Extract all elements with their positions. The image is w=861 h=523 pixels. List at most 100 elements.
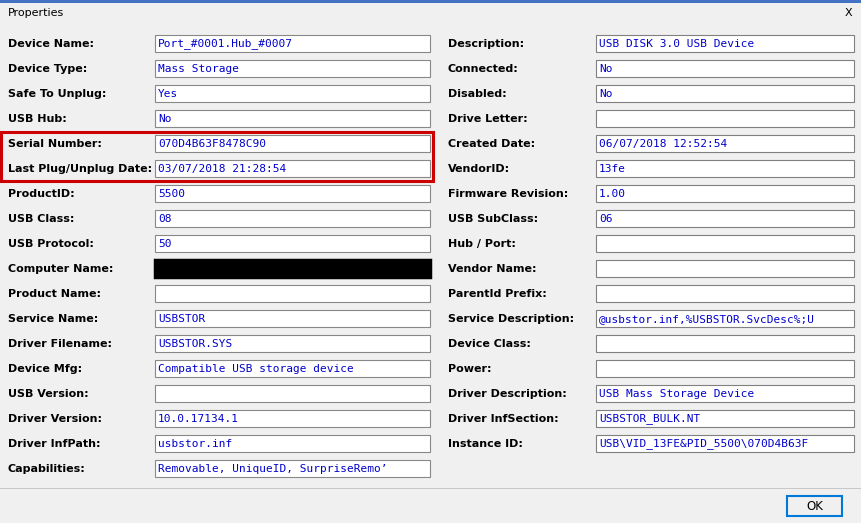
Bar (0, 488, 861, 489)
Bar (155, 360, 430, 377)
Bar (0, 3, 861, 22)
Text: Disabled:: Disabled: (448, 89, 506, 99)
Text: Last Plug/Unplug Date:: Last Plug/Unplug Date: (8, 164, 152, 174)
Text: 03/07/2018 21:28:54: 03/07/2018 21:28:54 (158, 164, 286, 174)
Text: Driver InfSection:: Driver InfSection: (448, 414, 558, 424)
Text: 070D4B63F8478C90: 070D4B63F8478C90 (158, 139, 266, 149)
Bar (155, 110, 430, 127)
Bar (786, 496, 841, 516)
Bar (155, 60, 430, 77)
Text: USBSTOR: USBSTOR (158, 314, 205, 324)
Text: Drive Letter:: Drive Letter: (448, 114, 527, 124)
Text: USBSTOR.SYS: USBSTOR.SYS (158, 339, 232, 349)
Bar (1, 132, 432, 181)
Text: Service Name:: Service Name: (8, 314, 98, 324)
Text: 08: 08 (158, 214, 171, 224)
Bar (595, 60, 853, 77)
Text: USB Hub:: USB Hub: (8, 114, 66, 124)
Bar (155, 135, 430, 152)
Text: USB Protocol:: USB Protocol: (8, 239, 94, 249)
Text: 5500: 5500 (158, 189, 185, 199)
Bar (595, 35, 853, 52)
Text: Firmware Revision:: Firmware Revision: (448, 189, 567, 199)
Text: Device Mfg:: Device Mfg: (8, 364, 82, 374)
Text: USB Class:: USB Class: (8, 214, 74, 224)
Text: Port_#0001.Hub_#0007: Port_#0001.Hub_#0007 (158, 39, 293, 50)
Text: Instance ID:: Instance ID: (448, 439, 523, 449)
Bar (155, 85, 430, 102)
Text: Connected:: Connected: (448, 64, 518, 74)
Text: USB\VID_13FE&PID_5500\070D4B63F: USB\VID_13FE&PID_5500\070D4B63F (598, 439, 808, 449)
Text: 1.00: 1.00 (598, 189, 625, 199)
Text: Capabilities:: Capabilities: (8, 464, 85, 474)
Bar (595, 310, 853, 327)
Bar (155, 460, 430, 477)
Text: @usbstor.inf,%USBSTOR.SvcDesc%;U: @usbstor.inf,%USBSTOR.SvcDesc%;U (598, 314, 814, 324)
Text: 06/07/2018 12:52:54: 06/07/2018 12:52:54 (598, 139, 727, 149)
Bar (595, 160, 853, 177)
Text: 06: 06 (598, 214, 612, 224)
Text: Hub / Port:: Hub / Port: (448, 239, 515, 249)
Bar (595, 260, 853, 277)
Bar (595, 135, 853, 152)
Text: Device Class:: Device Class: (448, 339, 530, 349)
Text: Yes: Yes (158, 89, 178, 99)
Bar (155, 410, 430, 427)
Text: Compatible USB storage device: Compatible USB storage device (158, 364, 353, 374)
Bar (595, 410, 853, 427)
Text: VendorID:: VendorID: (448, 164, 510, 174)
Bar (155, 235, 430, 252)
Bar (155, 435, 430, 452)
Text: 13fe: 13fe (598, 164, 625, 174)
Bar (595, 360, 853, 377)
Text: Created Date:: Created Date: (448, 139, 535, 149)
Text: Mass Storage: Mass Storage (158, 64, 238, 74)
Text: Driver Version:: Driver Version: (8, 414, 102, 424)
Text: Product Name:: Product Name: (8, 289, 101, 299)
Text: Service Description:: Service Description: (448, 314, 573, 324)
Bar (595, 235, 853, 252)
Bar (595, 435, 853, 452)
Bar (595, 85, 853, 102)
Bar (155, 160, 430, 177)
Text: USB Mass Storage Device: USB Mass Storage Device (598, 389, 753, 399)
Text: 10.0.17134.1: 10.0.17134.1 (158, 414, 238, 424)
Text: Device Name:: Device Name: (8, 39, 94, 49)
Bar (155, 335, 430, 352)
Bar (595, 335, 853, 352)
Text: Computer Name:: Computer Name: (8, 264, 114, 274)
Text: 50: 50 (158, 239, 171, 249)
Bar (155, 35, 430, 52)
Text: ProductID:: ProductID: (8, 189, 75, 199)
Text: USB SubClass:: USB SubClass: (448, 214, 537, 224)
Text: USB Version:: USB Version: (8, 389, 89, 399)
Bar (155, 285, 430, 302)
Text: No: No (598, 64, 612, 74)
Text: Safe To Unplug:: Safe To Unplug: (8, 89, 106, 99)
Bar (595, 110, 853, 127)
Text: OK: OK (805, 499, 822, 513)
Text: No: No (598, 89, 612, 99)
Text: usbstor.inf: usbstor.inf (158, 439, 232, 449)
Bar (155, 210, 430, 227)
Bar (155, 310, 430, 327)
Bar (155, 260, 430, 277)
Text: Properties: Properties (8, 7, 65, 17)
Text: USBSTOR_BULK.NT: USBSTOR_BULK.NT (598, 414, 699, 425)
Text: Removable, UniqueID, SurpriseRemo’: Removable, UniqueID, SurpriseRemo’ (158, 464, 387, 474)
Bar (595, 185, 853, 202)
Text: Description:: Description: (448, 39, 523, 49)
Text: Driver Filename:: Driver Filename: (8, 339, 112, 349)
Text: X: X (843, 7, 851, 17)
Bar (0, 22, 861, 23)
Bar (155, 385, 430, 402)
Text: Vendor Name:: Vendor Name: (448, 264, 536, 274)
Text: ParentId Prefix:: ParentId Prefix: (448, 289, 546, 299)
Text: USB DISK 3.0 USB Device: USB DISK 3.0 USB Device (598, 39, 753, 49)
Text: Power:: Power: (448, 364, 491, 374)
Text: Serial Number:: Serial Number: (8, 139, 102, 149)
Text: Driver InfPath:: Driver InfPath: (8, 439, 101, 449)
Bar (595, 385, 853, 402)
Bar (595, 285, 853, 302)
Bar (595, 210, 853, 227)
